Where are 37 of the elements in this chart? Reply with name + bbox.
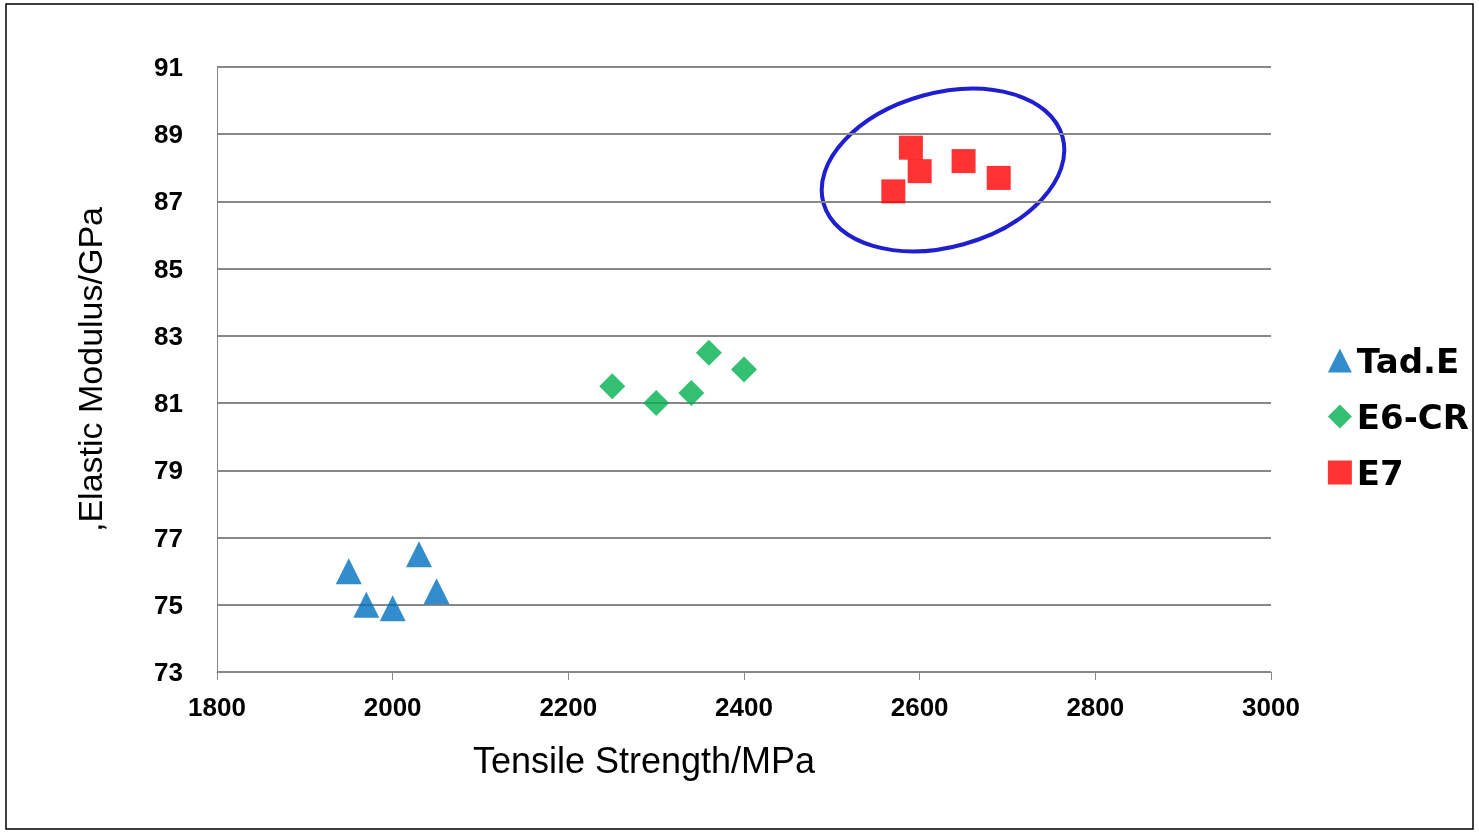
point <box>986 165 1011 190</box>
y-tick-label: 81 <box>154 388 183 419</box>
x-tick-label: 2800 <box>1066 692 1125 722</box>
x-tick-label: 1800 <box>188 692 246 722</box>
legend-label: Tad.E <box>1356 340 1460 381</box>
point <box>423 578 450 605</box>
point <box>353 591 380 618</box>
y-tick-label: 87 <box>154 186 183 217</box>
x-tick-label: 2200 <box>539 692 598 722</box>
y-tick-label: 75 <box>154 589 183 620</box>
y-tick-label: 89 <box>154 119 183 150</box>
y-tick-label: 91 <box>154 52 183 82</box>
point <box>379 595 406 622</box>
point <box>951 149 976 174</box>
point <box>907 159 932 184</box>
x-tick-label: 2000 <box>363 692 422 722</box>
y-axis-title: ,Elastic Modulus/GPa <box>71 206 109 533</box>
y-tick-label: 85 <box>154 253 183 284</box>
point <box>335 558 362 585</box>
y-tick-label: 79 <box>154 455 183 486</box>
point <box>731 356 757 383</box>
y-tick-label: 73 <box>154 657 183 687</box>
x-tick-label: 2600 <box>890 692 949 722</box>
x-tick-label: 2400 <box>715 692 773 722</box>
point <box>678 380 705 407</box>
point <box>599 373 626 400</box>
point <box>695 339 722 366</box>
y-tick-label: 83 <box>154 320 183 351</box>
legend-label: E7 <box>1356 452 1404 493</box>
point <box>898 135 923 160</box>
point <box>406 541 433 568</box>
y-tick-label: 77 <box>154 522 183 553</box>
x-tick-label: 3000 <box>1242 692 1300 722</box>
x-axis-title: Tensile Strength/MPa <box>472 739 817 781</box>
legend-label: E6-CR <box>1356 396 1470 437</box>
point <box>881 179 906 204</box>
point <box>643 390 670 417</box>
